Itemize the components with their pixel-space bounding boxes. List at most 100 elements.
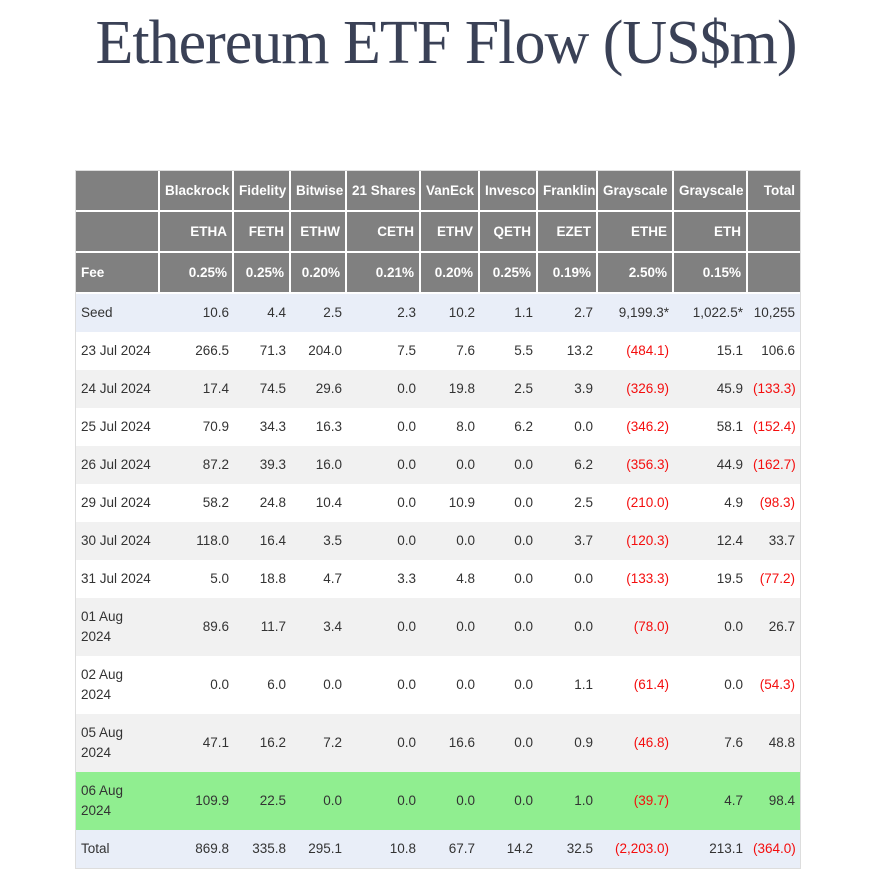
value-cell: 74.5: [234, 370, 291, 408]
value-cell: 0.0: [347, 714, 421, 772]
issuer-header-cell: 21 Shares: [347, 171, 421, 212]
table-body: Seed 10.6 4.4 2.5 2.3 10.2 1.1 2.7 9,199.3* 1,022…: [76, 294, 800, 868]
value-cell: (133.3): [598, 560, 674, 598]
fee-header-cell: 2.50%: [598, 253, 674, 294]
value-cell: 118.0: [160, 522, 234, 560]
value-cell: 19.5: [674, 560, 748, 598]
value-cell: 0.0: [480, 484, 538, 522]
issuer-header-row: Blackrock Fidelity Bitwise 21 Shares VanEck I…: [76, 171, 800, 212]
value-cell: 26.7: [748, 598, 800, 656]
row-label: 31 Jul 2024: [76, 560, 160, 598]
ticker-header-cell: ETHW: [291, 212, 347, 253]
value-cell: 5.0: [160, 560, 234, 598]
value-cell: 295.1: [291, 830, 347, 868]
fee-header-cell: 0.25%: [234, 253, 291, 294]
table-row: 01 Aug 2024 89.6 11.7 3.4 0.0 0.0 0.0 0.0 (78.0)…: [76, 598, 800, 656]
value-cell: 10.8: [347, 830, 421, 868]
value-cell: 0.0: [538, 560, 598, 598]
value-cell: 0.0: [160, 656, 234, 714]
value-cell: (162.7): [748, 446, 800, 484]
ticker-header-row: ETHA FETH ETHW CETH ETHV QETH EZET ETHE ETH: [76, 212, 800, 253]
value-cell: 16.4: [234, 522, 291, 560]
fee-header-cell: 0.25%: [480, 253, 538, 294]
fee-header-cell: 0.21%: [347, 253, 421, 294]
table-row: 05 Aug 2024 47.1 16.2 7.2 0.0 16.6 0.0 0.9 (46.8…: [76, 714, 800, 772]
table-row: 29 Jul 2024 58.2 24.8 10.4 0.0 10.9 0.0 2.5 (210…: [76, 484, 800, 522]
value-cell: 13.2: [538, 332, 598, 370]
value-cell: 0.0: [347, 446, 421, 484]
value-cell: 34.3: [234, 408, 291, 446]
fee-header-row: Fee 0.25% 0.25% 0.20% 0.21% 0.20% 0.25% 0.19% 2.…: [76, 253, 800, 294]
ticker-header-cell: CETH: [347, 212, 421, 253]
page-title: Ethereum ETF Flow (US$m): [95, 9, 798, 77]
value-cell: 89.6: [160, 598, 234, 656]
value-cell: 2.7: [538, 294, 598, 332]
table-row: 30 Jul 2024 118.0 16.4 3.5 0.0 0.0 0.0 3.7 (120.…: [76, 522, 800, 560]
value-cell: 10.4: [291, 484, 347, 522]
value-cell: (2,203.0): [598, 830, 674, 868]
issuer-header-cell: VanEck: [421, 171, 480, 212]
value-cell: 109.9: [160, 772, 234, 830]
value-cell: (98.3): [748, 484, 800, 522]
ticker-header-cell: ETHA: [160, 212, 234, 253]
value-cell: 4.7: [674, 772, 748, 830]
value-cell: 0.0: [347, 656, 421, 714]
value-cell: 0.0: [347, 484, 421, 522]
ticker-header-cell: [76, 212, 160, 253]
value-cell: 7.2: [291, 714, 347, 772]
value-cell: 48.8: [748, 714, 800, 772]
table-row: 06 Aug 2024 109.9 22.5 0.0 0.0 0.0 0.0 1.0 (39.7…: [76, 772, 800, 830]
value-cell: 70.9: [160, 408, 234, 446]
value-cell: 4.9: [674, 484, 748, 522]
fee-header-cell: [748, 253, 800, 294]
ticker-header-cell: FETH: [234, 212, 291, 253]
issuer-header-cell: Bitwise: [291, 171, 347, 212]
value-cell: 869.8: [160, 830, 234, 868]
value-cell: 11.7: [234, 598, 291, 656]
value-cell: 4.8: [421, 560, 480, 598]
value-cell: 0.0: [291, 772, 347, 830]
issuer-header-cell: Grayscale: [598, 171, 674, 212]
table-row: Seed 10.6 4.4 2.5 2.3 10.2 1.1 2.7 9,199.3* 1,022…: [76, 294, 800, 332]
issuer-header-cell: [76, 171, 160, 212]
value-cell: 0.0: [347, 522, 421, 560]
value-cell: 8.0: [421, 408, 480, 446]
row-label: 01 Aug 2024: [76, 598, 160, 656]
value-cell: (54.3): [748, 656, 800, 714]
value-cell: 4.7: [291, 560, 347, 598]
value-cell: 0.0: [421, 598, 480, 656]
value-cell: 0.0: [480, 446, 538, 484]
value-cell: 0.9: [538, 714, 598, 772]
value-cell: (39.7): [598, 772, 674, 830]
value-cell: 0.0: [347, 598, 421, 656]
value-cell: 0.0: [480, 772, 538, 830]
value-cell: 0.0: [421, 522, 480, 560]
fee-header-cell: 0.25%: [160, 253, 234, 294]
ticker-header-cell: QETH: [480, 212, 538, 253]
row-label: 24 Jul 2024: [76, 370, 160, 408]
value-cell: 87.2: [160, 446, 234, 484]
value-cell: 58.1: [674, 408, 748, 446]
value-cell: 1,022.5*: [674, 294, 748, 332]
value-cell: (61.4): [598, 656, 674, 714]
ticker-header-cell: ETHV: [421, 212, 480, 253]
row-label: 29 Jul 2024: [76, 484, 160, 522]
fee-header-cell: 0.20%: [421, 253, 480, 294]
issuer-header-cell: Invesco: [480, 171, 538, 212]
value-cell: (152.4): [748, 408, 800, 446]
table-row: Total 869.8 335.8 295.1 10.8 67.7 14.2 32.5 (2,2…: [76, 830, 800, 868]
value-cell: 10.6: [160, 294, 234, 332]
value-cell: 9,199.3*: [598, 294, 674, 332]
value-cell: 204.0: [291, 332, 347, 370]
fee-header-cell: 0.15%: [674, 253, 748, 294]
value-cell: (326.9): [598, 370, 674, 408]
table-header: Blackrock Fidelity Bitwise 21 Shares VanEck I…: [76, 171, 800, 294]
value-cell: 266.5: [160, 332, 234, 370]
value-cell: 7.6: [674, 714, 748, 772]
row-label: 05 Aug 2024: [76, 714, 160, 772]
value-cell: 0.0: [421, 656, 480, 714]
table-row: 31 Jul 2024 5.0 18.8 4.7 3.3 4.8 0.0 0.0 (133.3)…: [76, 560, 800, 598]
row-label: 02 Aug 2024: [76, 656, 160, 714]
value-cell: 0.0: [480, 598, 538, 656]
